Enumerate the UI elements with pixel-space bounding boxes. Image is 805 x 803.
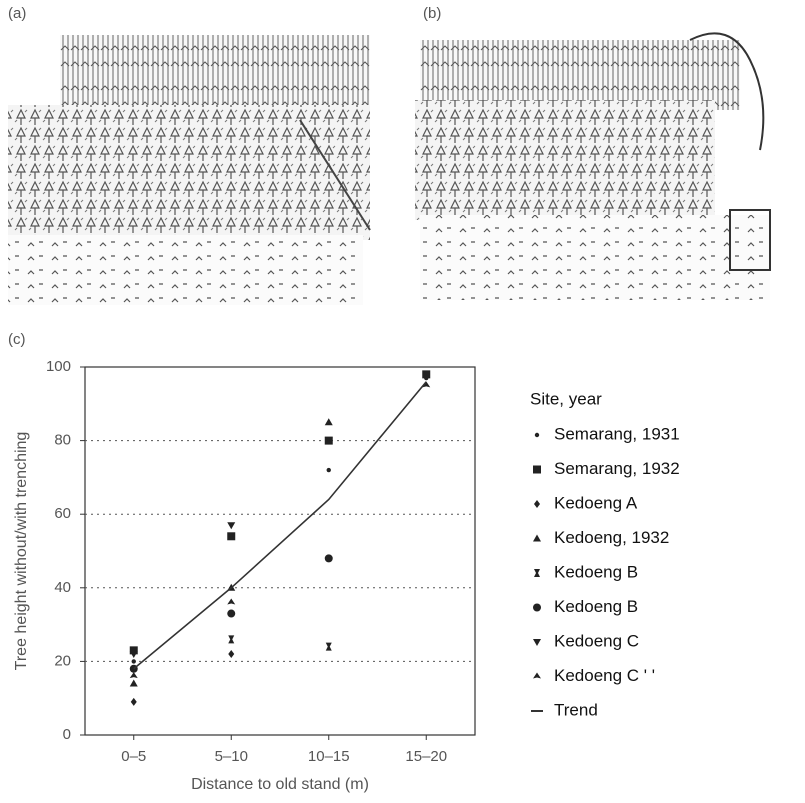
y-tick-label: 20 — [54, 652, 71, 669]
y-tick-label: 60 — [54, 505, 71, 522]
point — [326, 467, 331, 473]
point — [130, 697, 137, 706]
legend-swatch — [534, 500, 540, 508]
legend-swatch — [533, 639, 541, 646]
point — [228, 635, 235, 644]
y-tick-label: 0 — [63, 726, 71, 743]
point — [422, 381, 431, 388]
sketch-a — [8, 35, 371, 305]
legend-label: Kedoeng A — [554, 493, 638, 512]
y-tick-label: 40 — [54, 579, 71, 596]
point — [129, 672, 138, 679]
trend-line — [133, 381, 427, 670]
point — [129, 651, 138, 659]
legend-label: Kedoeng, 1932 — [554, 528, 669, 547]
sketch-b — [415, 32, 771, 300]
point — [131, 659, 136, 664]
legend-label: Kedoeng B — [554, 562, 638, 581]
x-axis-label: Distance to old stand (m) — [191, 776, 369, 793]
y-axis-label: Tree height without/with trenching — [13, 432, 30, 671]
x-tick-label: 15–20 — [405, 748, 447, 765]
point — [227, 532, 236, 541]
panel-label: (b) — [423, 5, 441, 22]
point — [228, 650, 235, 659]
point — [324, 437, 333, 445]
point — [324, 554, 333, 563]
legend-swatch — [534, 432, 540, 438]
legend-swatch — [534, 569, 540, 577]
legend-label: Semarang, 1931 — [554, 424, 680, 443]
legend-title: Site, year — [530, 389, 602, 408]
plot-frame — [84, 366, 476, 736]
point — [227, 609, 236, 618]
point — [422, 370, 431, 379]
legend-swatch — [533, 465, 541, 474]
legend-label: Kedoeng B — [554, 597, 638, 616]
point — [325, 642, 332, 651]
point — [129, 679, 138, 687]
legend-label: Kedoeng C ' ' — [554, 666, 655, 685]
x-tick-label: 0–5 — [121, 748, 146, 765]
point — [324, 418, 333, 426]
legend-label: Trend — [554, 700, 598, 719]
x-tick-label: 5–10 — [215, 748, 248, 765]
panel-label: (a) — [8, 5, 26, 22]
legend-label: Semarang, 1932 — [554, 459, 680, 478]
point — [227, 522, 236, 530]
point — [227, 598, 236, 605]
y-tick-label: 80 — [54, 432, 71, 449]
legend-label: Kedoeng C — [554, 631, 639, 650]
point — [129, 646, 138, 655]
y-tick-label: 100 — [46, 358, 71, 375]
x-tick-label: 10–15 — [308, 748, 350, 765]
panel-label: (c) — [8, 331, 26, 348]
legend-swatch — [533, 672, 541, 679]
legend-swatch — [533, 603, 541, 612]
legend-swatch — [533, 534, 541, 542]
